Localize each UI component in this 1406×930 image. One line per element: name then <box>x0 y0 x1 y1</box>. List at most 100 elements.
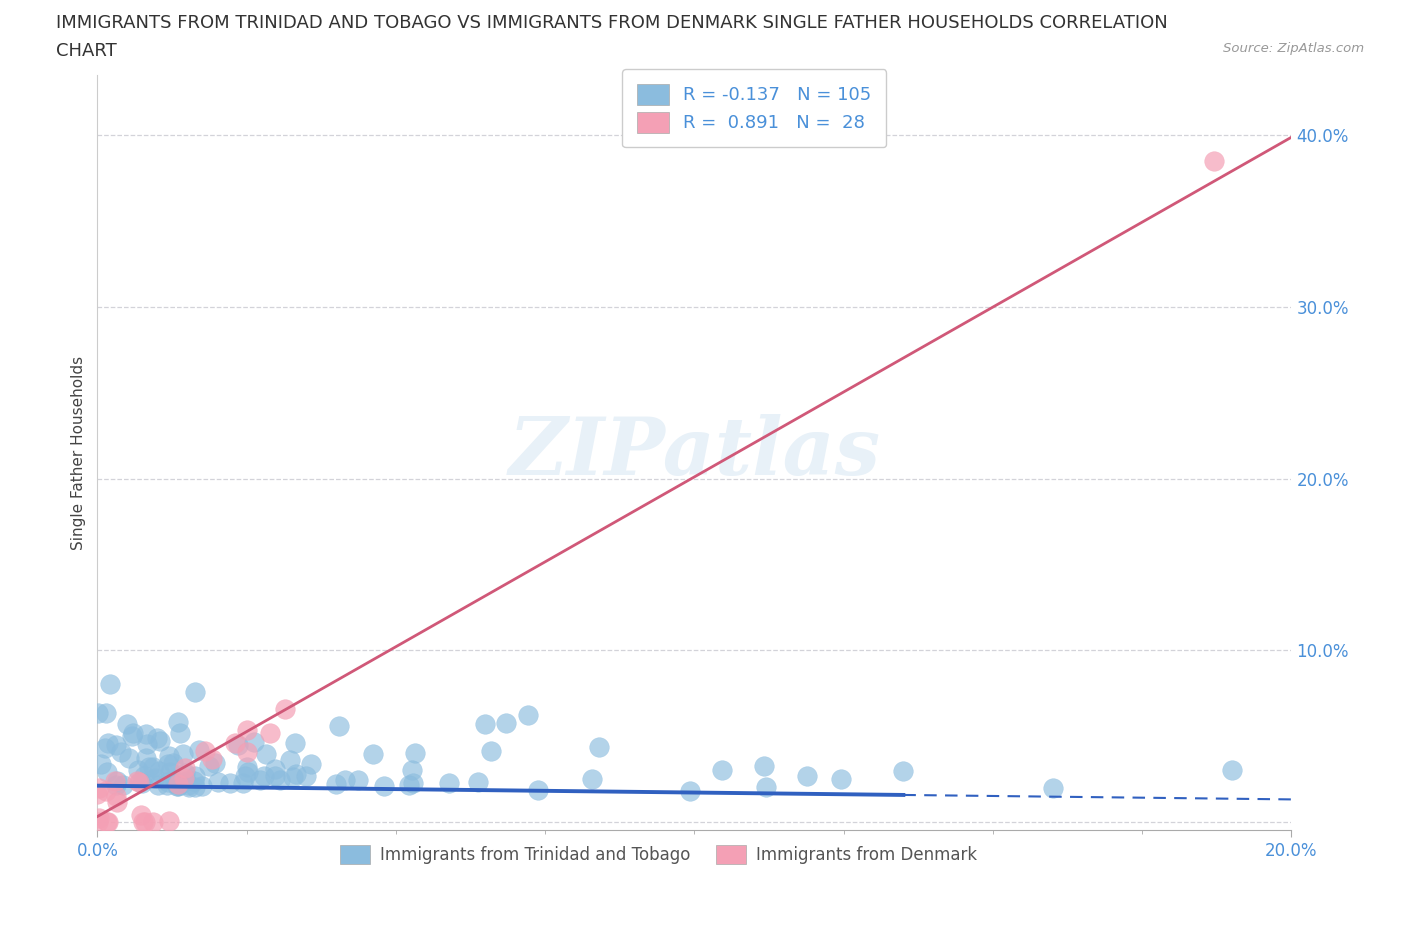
Point <box>177 777 200 792</box>
Point <box>132 815 155 830</box>
Point <box>467 775 489 790</box>
Point <box>269 772 291 787</box>
Point <box>177 779 200 794</box>
Point <box>191 778 214 793</box>
Point <box>121 728 143 743</box>
Point <box>127 763 149 777</box>
Point <box>235 723 257 737</box>
Point <box>169 725 191 740</box>
Point <box>131 776 153 790</box>
Point <box>105 737 128 752</box>
Point <box>253 768 276 783</box>
Point <box>112 777 135 792</box>
Point <box>86 706 108 721</box>
Point <box>259 725 281 740</box>
Point <box>149 734 172 749</box>
Point <box>156 756 179 771</box>
Legend: Immigrants from Trinidad and Tobago, Immigrants from Denmark: Immigrants from Trinidad and Tobago, Imm… <box>333 839 984 871</box>
Point <box>105 774 128 789</box>
Point <box>226 737 249 752</box>
Point <box>128 774 150 789</box>
Point <box>755 779 778 794</box>
Point <box>128 775 150 790</box>
Point <box>243 735 266 750</box>
Point <box>159 764 181 779</box>
Point <box>156 777 179 792</box>
Point <box>1202 153 1225 168</box>
Point <box>166 777 188 791</box>
Point <box>710 762 733 777</box>
Point <box>404 746 426 761</box>
Point <box>165 774 187 789</box>
Point <box>142 815 165 830</box>
Point <box>232 775 254 790</box>
Point <box>526 783 548 798</box>
Point <box>198 759 221 774</box>
Point <box>131 808 153 823</box>
Point <box>135 751 157 765</box>
Point <box>278 752 301 767</box>
Point <box>295 768 318 783</box>
Point <box>284 736 307 751</box>
Point <box>166 778 188 793</box>
Point <box>87 781 110 796</box>
Point <box>328 719 350 734</box>
Point <box>167 714 190 729</box>
Point <box>236 744 259 759</box>
Point <box>495 716 517 731</box>
Point <box>87 815 110 830</box>
Point <box>93 740 115 755</box>
Point <box>333 773 356 788</box>
Point <box>893 764 915 778</box>
Point <box>299 757 322 772</box>
Text: Source: ZipAtlas.com: Source: ZipAtlas.com <box>1223 42 1364 55</box>
Point <box>588 739 610 754</box>
Point <box>148 764 170 778</box>
Point <box>325 777 347 791</box>
Point <box>90 756 112 771</box>
Point <box>104 774 127 789</box>
Point <box>174 774 197 789</box>
Point <box>104 789 127 804</box>
Point <box>224 736 246 751</box>
Point <box>249 773 271 788</box>
Point <box>274 701 297 716</box>
Point <box>104 777 127 792</box>
Point <box>233 768 256 783</box>
Point <box>238 764 260 779</box>
Point <box>162 755 184 770</box>
Point <box>105 795 128 810</box>
Point <box>264 769 287 784</box>
Point <box>183 684 205 699</box>
Y-axis label: Single Father Households: Single Father Households <box>72 356 86 550</box>
Text: IMMIGRANTS FROM TRINIDAD AND TOBAGO VS IMMIGRANTS FROM DENMARK SINGLE FATHER HOU: IMMIGRANTS FROM TRINIDAD AND TOBAGO VS I… <box>56 14 1168 32</box>
Point <box>201 752 224 767</box>
Point <box>173 761 195 776</box>
Point <box>402 775 425 790</box>
Point <box>437 776 460 790</box>
Point <box>142 760 165 775</box>
Point <box>97 815 120 830</box>
Point <box>283 769 305 784</box>
Point <box>96 705 118 720</box>
Point <box>117 717 139 732</box>
Point <box>172 747 194 762</box>
Point <box>96 764 118 779</box>
Point <box>167 777 190 792</box>
Point <box>135 737 157 751</box>
Point <box>194 744 217 759</box>
Point <box>479 744 502 759</box>
Point <box>474 717 496 732</box>
Point <box>173 765 195 780</box>
Point <box>134 769 156 784</box>
Point <box>285 766 308 781</box>
Point <box>183 774 205 789</box>
Point <box>1220 763 1243 777</box>
Point <box>170 776 193 790</box>
Point <box>135 727 157 742</box>
Point <box>1042 780 1064 795</box>
Point <box>118 751 141 765</box>
Point <box>398 777 420 792</box>
Point <box>138 759 160 774</box>
Point <box>373 778 395 793</box>
